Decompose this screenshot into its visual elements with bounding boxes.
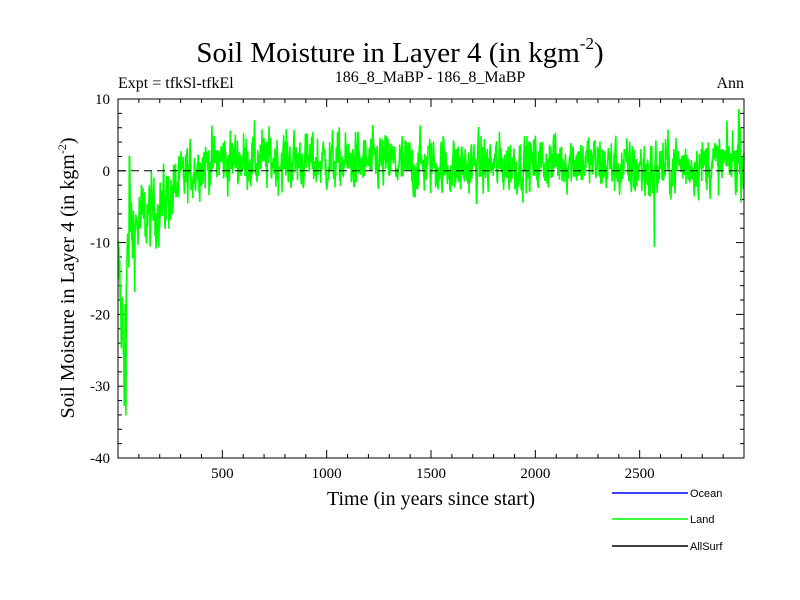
legend-label-land: Land	[690, 514, 714, 526]
y-tick-label: -10	[90, 236, 110, 252]
plot-frame	[117, 98, 745, 459]
x-tick-label: 2000	[520, 466, 550, 482]
chart-title: Soil Moisture in Layer 4 (in kgm-2)	[196, 34, 603, 69]
x-tick-label: 1000	[312, 466, 342, 482]
y-tick-label: -20	[90, 307, 110, 323]
x-tick-label: 500	[211, 466, 234, 482]
period-label: 186_8_MaBP - 186_8_MaBP	[335, 69, 526, 86]
y-tick-label: -40	[90, 451, 110, 467]
season-label: Ann	[716, 75, 744, 92]
legend: Ocean Land AllSurf	[612, 488, 723, 553]
land-series-line	[117, 109, 745, 416]
y-axis-label: Soil Moisture in Layer 4 (in kgm-2)	[55, 137, 79, 418]
series-layer	[117, 109, 745, 416]
legend-label-allsurf: AllSurf	[690, 541, 723, 553]
x-tick-label: 1500	[416, 466, 446, 482]
y-tick-label: -30	[90, 379, 110, 395]
y-tick-label: 10	[95, 92, 110, 108]
legend-label-ocean: Ocean	[690, 488, 722, 500]
x-axis-label: Time (in years since start)	[327, 488, 535, 510]
experiment-label: Expt = tfkSl-tfkEl	[118, 75, 234, 92]
tick-labels: 500 1000 1500 2000 2500 -40 -30 -20 -10 0 10	[90, 92, 655, 482]
y-tick-label: 0	[103, 164, 111, 180]
x-tick-label: 2500	[625, 466, 655, 482]
